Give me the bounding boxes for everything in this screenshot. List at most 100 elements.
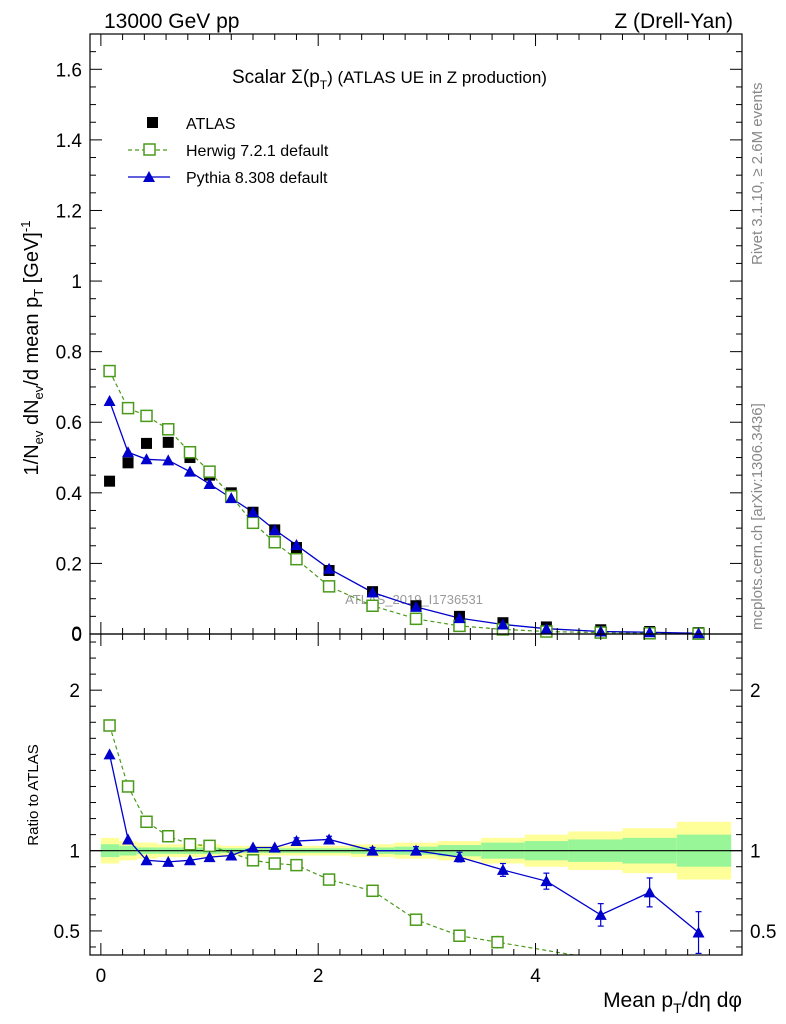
atlas-point: [141, 437, 153, 449]
ratio-y-tick-label: 2: [69, 681, 80, 702]
herwig-ratio-point: [453, 929, 466, 942]
pythia-ratio-point: [643, 886, 656, 898]
pythia-point: [496, 618, 509, 630]
ratio-plot-frame: [89, 633, 743, 956]
pythia-ratio-point: [453, 851, 466, 863]
ratio-y-tick-label: 0.5: [54, 922, 80, 943]
herwig-point: [246, 516, 260, 530]
mcplots-label: mcplots.cern.ch [arXiv:1306.3436]: [749, 403, 766, 630]
pythia-point: [692, 627, 705, 639]
herwig-point: [121, 401, 135, 415]
pythia-point: [268, 523, 281, 535]
main-y-tick-label: 0.6: [56, 413, 82, 434]
herwig-point: [322, 580, 336, 593]
energy-label: 13000 GeV pp: [104, 10, 239, 33]
herwig-ratio-point: [203, 839, 216, 853]
herwig-point: [140, 409, 153, 423]
x-tick-label: 4: [530, 966, 541, 987]
pythia-point: [410, 600, 422, 612]
pythia-ratio-point: [692, 926, 705, 938]
herwig-ratio-point: [246, 854, 260, 867]
pythia-point: [203, 478, 216, 489]
main-y-tick-label: 0.2: [56, 554, 82, 575]
ratio-panel-marks: [103, 719, 705, 956]
atlas-point: [122, 457, 134, 469]
x-tick-label: 2: [313, 966, 324, 987]
pythia-point: [247, 506, 259, 518]
herwig-ratio-point: [290, 858, 303, 872]
pythia-ratio-point: [225, 849, 238, 861]
atlas-point: [162, 436, 174, 448]
pythia-point: [103, 395, 116, 407]
process-label: Z (Drell-Yan): [614, 10, 733, 33]
pythia-ratio-point: [183, 854, 196, 866]
pythia-ratio-point: [122, 833, 135, 845]
pythia-point: [290, 539, 303, 551]
herwig-ratio-point: [183, 838, 197, 851]
pythia-point: [540, 622, 553, 634]
herwig-point: [366, 599, 379, 613]
pythia-point: [183, 465, 196, 477]
main-y-tick-label: 0: [71, 625, 82, 646]
axes: 00.20.40.60.811.21.41.60 2 40.5 0.51 12 20: [54, 33, 776, 987]
main-y-tick-label: 1.2: [56, 201, 82, 222]
x-tick-label: 0: [96, 966, 107, 987]
pythia-ratio-point: [366, 844, 379, 856]
herwig-point: [103, 364, 116, 378]
main-y-tick-label: 1.6: [56, 60, 82, 81]
main-y-tick-label: 0.4: [56, 484, 83, 505]
pythia-ratio-point: [496, 863, 509, 875]
main-panel-marks: [103, 364, 705, 640]
main-y-tick-label: 1.4: [56, 131, 83, 152]
main-y-tick-label: 1: [71, 272, 82, 293]
legend-label-herwig: Herwig 7.2.1 default: [186, 143, 329, 160]
analysis-watermark: ATLAS_2019_I1736531: [345, 592, 483, 607]
pythia-ratio-point: [540, 875, 553, 887]
herwig-ratio-point: [409, 913, 423, 926]
legend-label-atlas: ATLAS: [186, 116, 236, 133]
rivet-label: Rivet 3.1.10, ≥ 2.6M events: [749, 83, 766, 266]
atlas-point: [104, 475, 116, 487]
pythia-point: [453, 612, 466, 624]
pythia-ratio-point: [268, 841, 281, 853]
pythia-ratio-point: [162, 855, 175, 867]
legend-marker-pythia: [143, 171, 155, 182]
herwig-point: [268, 535, 281, 549]
herwig-point: [183, 445, 197, 459]
herwig-ratio-point: [491, 935, 504, 949]
herwig-ratio-point: [268, 857, 281, 870]
legend: ATLAS Herwig 7.2.1 default Pythia 8.308 …: [128, 116, 329, 187]
herwig-ratio-point: [140, 815, 153, 829]
pythia-ratio-point: [103, 748, 116, 760]
legend-marker-herwig: [143, 143, 156, 156]
main-y-tick-label: 0.8: [56, 343, 82, 364]
pythia-point: [225, 492, 238, 504]
pythia-ratio-point: [323, 833, 336, 845]
ratio-y-tick-label-right: 2: [750, 681, 761, 702]
ratio-uncertainty-bands: [90, 821, 742, 880]
pythia-ratio-point: [203, 851, 216, 863]
pythia-ratio-point: [247, 841, 259, 853]
ratio-y-axis-label: Ratio to ATLAS: [25, 744, 42, 845]
herwig-ratio-point: [121, 780, 135, 793]
legend-label-pythia: Pythia 8.308 default: [186, 170, 328, 187]
herwig-point: [290, 552, 303, 566]
pythia-ratio-point: [290, 835, 303, 847]
ratio-y-tick-label-right: 1: [750, 842, 761, 863]
main-y-zero-label: 0: [71, 624, 82, 645]
ratio-y-tick-label: 1: [69, 842, 80, 863]
pythia-ratio-point: [594, 908, 607, 920]
pythia-point: [140, 453, 153, 465]
pythia-point: [162, 454, 175, 466]
herwig-point: [161, 423, 175, 436]
herwig-ratio-point: [366, 884, 379, 898]
herwig-ratio-point: [161, 829, 175, 843]
pythia-point: [122, 446, 135, 458]
x-axis-label: Mean pT/dη dφ: [603, 989, 742, 1016]
herwig-ratio-point: [322, 873, 336, 886]
legend-marker-atlas: [147, 117, 158, 128]
main-y-axis-label: 1/Nev dNev/d mean pT [GeV]-1: [18, 221, 46, 476]
herwig-point: [203, 465, 216, 478]
ratio-y-tick-label-right: 0.5: [750, 922, 776, 943]
